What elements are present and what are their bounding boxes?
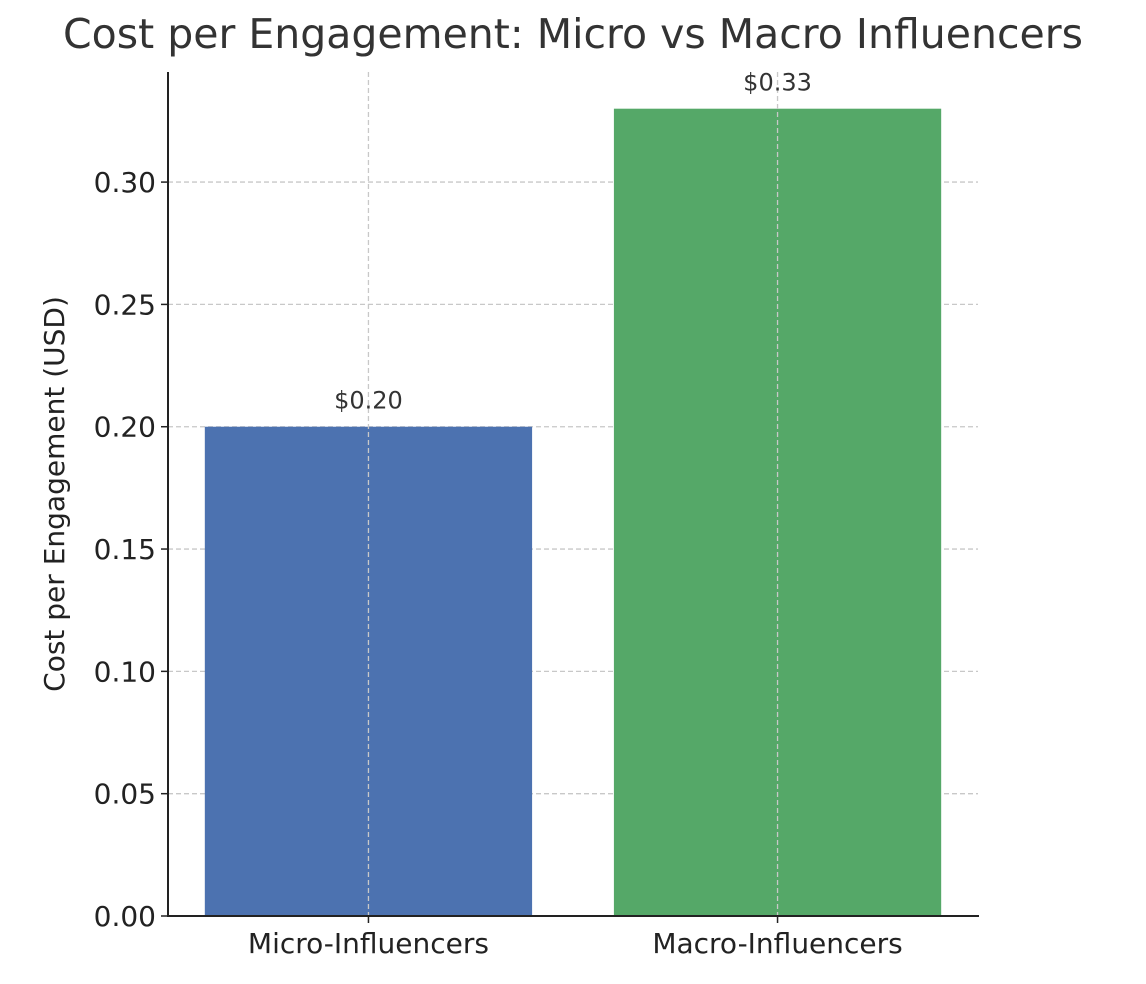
- data-labels: $0.20 $0.33: [334, 69, 812, 415]
- bars: [204, 108, 942, 916]
- y-tick-label: 0.25: [94, 288, 156, 321]
- data-label: $0.20: [334, 387, 403, 415]
- vertical-grid-lines: [367, 72, 779, 916]
- chart-title: Cost per Engagement: Micro vs Macro Infl…: [63, 10, 1083, 58]
- y-tick-label: 0.15: [94, 533, 156, 566]
- y-tick-label: 0.00: [94, 900, 156, 933]
- y-tick-label: 0.20: [94, 411, 156, 444]
- x-ticks: Micro-Influencers Macro-Influencers: [248, 916, 903, 960]
- y-axis-label: Cost per Engagement (USD): [38, 296, 71, 692]
- y-tick-label: 0.05: [94, 778, 156, 811]
- y-tick-label: 0.10: [94, 655, 156, 688]
- y-ticks: 0.00 0.05 0.10 0.15 0.20 0.25 0.30: [94, 166, 168, 933]
- x-tick-label: Micro-Influencers: [248, 927, 489, 960]
- data-label: $0.33: [743, 69, 812, 97]
- y-tick-label: 0.30: [94, 166, 156, 199]
- x-tick-label: Macro-Influencers: [652, 927, 902, 960]
